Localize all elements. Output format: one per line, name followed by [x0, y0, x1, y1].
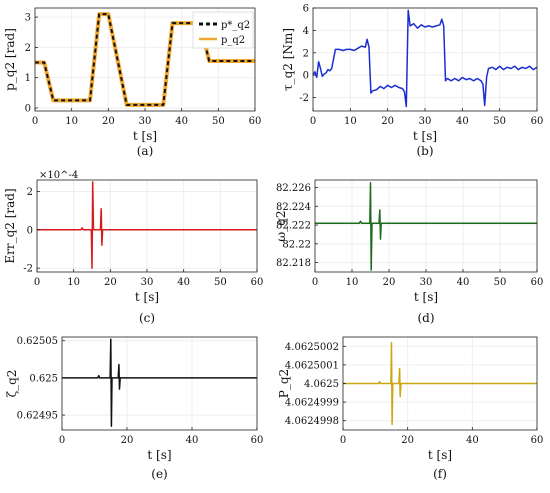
- y-tick-label: 6: [303, 4, 309, 15]
- x-tick-label: 0: [310, 116, 316, 127]
- x-tick-label: 0: [32, 116, 38, 127]
- x-tick-label: 20: [104, 277, 117, 288]
- y-tick-label: 0.62505: [17, 336, 58, 347]
- x-tick-label: 60: [249, 116, 262, 127]
- y-tick-label: 0: [303, 71, 309, 82]
- y-tick-label: 3: [25, 13, 31, 24]
- y-tick-label: 0: [27, 225, 33, 236]
- y-axis-label: P_q2: [277, 369, 291, 398]
- x-tick-label: 20: [102, 116, 115, 127]
- y-tick-label: 82.222: [276, 221, 311, 232]
- y-tick-label: 4.0624999: [285, 398, 339, 409]
- x-tick-label: 60: [531, 435, 544, 446]
- panel-b: 0 10 20 30 40 50 60 -2 0 2 4 6 t [s] τ_q2 [Nm] (b): [281, 4, 543, 159]
- y-tick-label: 1: [25, 73, 31, 84]
- panel-a: 0 10 20 30 40 50 60 0 1 2 3 t [s] p_q2 [rad] (a) p*_q2…: [3, 7, 262, 158]
- x-tick-label: 50: [214, 277, 227, 288]
- x-axis-label: t [s]: [147, 448, 171, 462]
- x-tick-label: 60: [251, 277, 264, 288]
- x-tick-label: 20: [383, 277, 396, 288]
- y-tick-label: 0: [25, 103, 31, 114]
- x-tick-label: 20: [121, 435, 134, 446]
- y-tick-label: 4: [303, 26, 309, 37]
- x-axis-label: t [s]: [135, 290, 159, 304]
- plot-frame: [61, 336, 258, 431]
- x-tick-label: 40: [466, 435, 479, 446]
- x-tick-label: 0: [59, 435, 65, 446]
- x-axis-label: t [s]: [133, 129, 157, 143]
- panel-caption: (c): [139, 311, 155, 325]
- y-axis-label: τ_q2 [Nm]: [281, 28, 295, 91]
- x-tick-label: 30: [141, 277, 154, 288]
- y-tick-label: 82.226: [276, 183, 311, 194]
- x-tick-label: 40: [456, 116, 469, 127]
- y-tick-label: -2: [23, 264, 33, 275]
- y-axis-label: Err_q2 [rad]: [3, 188, 17, 263]
- legend-entry: p*_q2: [221, 20, 250, 31]
- x-tick-label: 60: [531, 277, 544, 288]
- x-tick-label: 50: [493, 116, 506, 127]
- x-tick-label: 40: [457, 277, 470, 288]
- panel-c: 0 10 20 30 40 50 60-202×10^-4t [s]Err_q2 [rad]…: [3, 170, 263, 325]
- y-tick-label: 82.22: [282, 239, 311, 250]
- y-tick-label: -2: [299, 93, 309, 104]
- series-line-e-0: [62, 338, 257, 428]
- y-tick-label: 2: [303, 48, 309, 59]
- x-tick-label: 20: [381, 116, 394, 127]
- y-axis-label: p_q2 [rad]: [3, 28, 17, 91]
- x-tick-label: 50: [494, 277, 507, 288]
- x-tick-label: 0: [34, 277, 40, 288]
- panel-caption: (b): [416, 144, 433, 158]
- panel-caption: (a): [137, 144, 154, 158]
- x-tick-label: 0: [312, 277, 318, 288]
- y-tick-label: 82.218: [276, 258, 311, 269]
- legend-entry: p_q2: [221, 35, 245, 46]
- x-tick-label: 40: [177, 277, 190, 288]
- x-tick-label: 10: [67, 277, 80, 288]
- y-tick-label: 4.0624998: [285, 416, 339, 427]
- series-line-c-0: [37, 181, 257, 269]
- panel-caption: (f): [433, 467, 447, 481]
- y-tick-label: 0.62495: [17, 411, 58, 422]
- x-tick-label: 10: [65, 116, 78, 127]
- x-tick-label: 40: [175, 116, 188, 127]
- series-line-d-0: [315, 182, 537, 271]
- y-axis-label: ω_q2: [274, 210, 288, 241]
- y-tick-label: 0.625: [29, 373, 58, 384]
- x-tick-label: 30: [420, 277, 433, 288]
- panel-e: 0 20 40 60 0.62495 0.625 0.62505 t [s] ζ_q2 (e): [5, 336, 263, 481]
- panel-d: 0 10 20 30 40 50 60 82.218 82.22 82.222 82.224 82.2…: [274, 179, 544, 325]
- x-tick-label: 10: [346, 277, 359, 288]
- y-tick-label: 2: [25, 43, 31, 54]
- y-axis-label: ζ_q2: [5, 370, 19, 398]
- x-tick-label: 60: [531, 116, 544, 127]
- x-tick-label: 30: [419, 116, 432, 127]
- y-tick-label: 4.0625002: [285, 342, 339, 353]
- x-tick-label: 30: [139, 116, 152, 127]
- x-tick-label: 50: [212, 116, 225, 127]
- x-tick-label: 60: [251, 435, 264, 446]
- y-tick-label: 2: [27, 187, 33, 198]
- series-line-ref-overlay: [35, 13, 255, 106]
- panel-f: 0 20 40 60 4.0624998 4.0624999 4.0625 4.0625001…: [277, 336, 544, 481]
- x-axis-label: t [s]: [428, 448, 452, 462]
- y-tick-label: 4.0625: [304, 379, 339, 390]
- legend-box: [192, 11, 254, 49]
- panel-caption: (d): [417, 311, 434, 325]
- series-line-b-0: [312, 9, 538, 108]
- x-tick-label: 20: [401, 435, 414, 446]
- y-tick-label: 4.0625001: [285, 360, 339, 371]
- x-tick-label: 40: [186, 435, 199, 446]
- panel-caption: (e): [151, 467, 167, 481]
- x-axis-label: t [s]: [414, 290, 438, 304]
- x-axis-label: t [s]: [413, 129, 437, 143]
- y-tick-label: 82.224: [276, 202, 311, 213]
- series-line-f-0: [343, 341, 537, 426]
- y-exponent-label: ×10^-4: [39, 170, 78, 181]
- x-tick-label: 0: [340, 435, 346, 446]
- x-tick-label: 10: [344, 116, 357, 127]
